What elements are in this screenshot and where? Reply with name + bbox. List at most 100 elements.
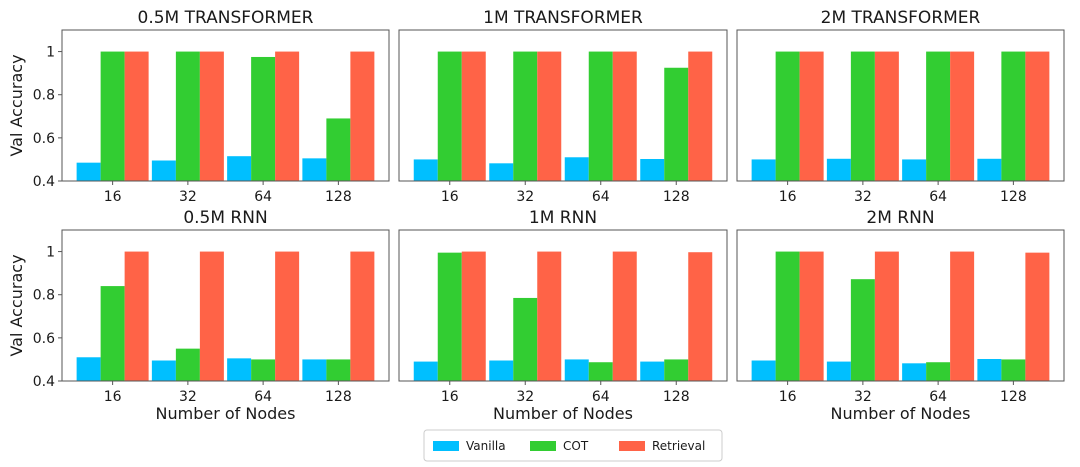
bar-cot-64 [926, 51, 951, 182]
bar-vanilla-128 [640, 158, 665, 181]
y-tick-label: 0.6 [33, 331, 55, 347]
bar-vanilla-64 [227, 156, 252, 181]
bar-vanilla-32 [826, 158, 851, 181]
bar-vanilla-32 [151, 360, 176, 381]
bar-retrieval-64 [275, 251, 300, 381]
bar-cot-128 [326, 118, 351, 181]
x-tick-label: 16 [441, 389, 459, 405]
x-tick-label: 32 [179, 189, 197, 205]
x-tick-label: 16 [779, 389, 797, 405]
bar-cot-128 [1001, 359, 1026, 381]
bar-retrieval-16 [461, 51, 486, 182]
bar-cot-128 [664, 359, 689, 381]
bar-vanilla-128 [302, 158, 327, 181]
bar-retrieval-32 [199, 51, 224, 182]
panel-frame [398, 229, 728, 382]
y-axis-label: Val Accuracy [7, 54, 26, 156]
x-tick-label: 128 [325, 389, 352, 405]
bar-cot-16 [775, 51, 800, 182]
bar-cot-32 [175, 348, 200, 381]
bar-vanilla-32 [826, 361, 851, 381]
x-tick-label: 128 [1000, 189, 1027, 205]
panel-4: 0.5M RNN 16 32 64 128 0.4 0.6 0.8 1 Val Accuracy N… [7, 208, 390, 423]
panel-frame [736, 229, 1065, 382]
bar-vanilla-16 [413, 361, 438, 381]
bar-retrieval-128 [350, 251, 375, 381]
bar-vanilla-64 [564, 359, 589, 381]
x-tick-label: 64 [592, 189, 610, 205]
legend-swatch-cot [530, 441, 556, 451]
bar-retrieval-128 [688, 51, 713, 182]
x-axis-label: Number of Nodes [156, 404, 296, 423]
bar-vanilla-64 [564, 157, 589, 181]
legend-label-cot: COT [563, 439, 589, 453]
panel-title: 0.5M TRANSFORMER [138, 8, 314, 28]
panel-1: 0.5M TRANSFORMER 16 32 64 128 0.4 0.6 0.8 1 Val A… [7, 8, 390, 205]
bar-retrieval-64 [275, 51, 300, 182]
y-tick-label: 1 [46, 45, 55, 61]
x-axis-label: Number of Nodes [831, 404, 971, 423]
bar-vanilla-64 [227, 358, 252, 381]
x-tick-label: 16 [104, 189, 122, 205]
x-tick-label: 64 [254, 189, 272, 205]
bar-cot-32 [175, 51, 200, 182]
bar-retrieval-16 [124, 51, 149, 182]
x-tick-label: 128 [663, 189, 690, 205]
bar-cot-64 [588, 51, 613, 182]
panels: 0.5M TRANSFORMER 16 32 64 128 0.4 0.6 0.8 1 Val A… [7, 8, 1065, 423]
bar-vanilla-32 [151, 160, 176, 181]
x-tick-label: 32 [179, 389, 197, 405]
panel-frame [736, 29, 1065, 182]
bar-cot-64 [588, 362, 613, 381]
x-tick-label: 32 [516, 389, 534, 405]
panel-3: 2M TRANSFORMER 16 32 64 128 [736, 8, 1065, 205]
bar-cot-32 [850, 279, 875, 381]
x-axis-label: Number of Nodes [493, 404, 633, 423]
bar-vanilla-128 [977, 158, 1002, 181]
panel-frame [398, 29, 728, 182]
bar-vanilla-16 [76, 162, 101, 181]
bar-vanilla-64 [902, 159, 927, 181]
bar-retrieval-128 [1025, 252, 1050, 381]
bar-cot-128 [664, 67, 689, 181]
y-tick-label: 1 [46, 245, 55, 261]
legend: Vanilla COT Retrieval [423, 429, 723, 462]
bar-cot-32 [850, 51, 875, 182]
bar-vanilla-32 [489, 360, 514, 381]
x-tick-label: 16 [779, 189, 797, 205]
x-tick-label: 16 [441, 189, 459, 205]
bar-vanilla-16 [751, 159, 776, 181]
x-tick-label: 32 [854, 389, 872, 405]
bar-retrieval-64 [612, 251, 637, 381]
bar-cot-16 [100, 286, 125, 381]
bar-cot-32 [513, 51, 538, 182]
bar-retrieval-64 [612, 51, 637, 182]
bar-cot-16 [437, 252, 462, 381]
bar-cot-128 [326, 359, 351, 381]
bar-vanilla-32 [489, 163, 514, 181]
x-tick-label: 64 [592, 389, 610, 405]
x-tick-label: 128 [663, 389, 690, 405]
legend-swatch-vanilla [433, 441, 459, 451]
x-tick-label: 16 [104, 389, 122, 405]
x-tick-label: 64 [254, 389, 272, 405]
x-tick-label: 128 [325, 189, 352, 205]
bar-retrieval-64 [950, 251, 975, 381]
legend-swatch-retrieval [619, 441, 645, 451]
panel-title: 2M RNN [866, 208, 934, 228]
bar-vanilla-128 [302, 359, 327, 381]
bar-retrieval-128 [1025, 51, 1050, 182]
y-axis-label: Val Accuracy [7, 254, 26, 356]
x-tick-label: 128 [1000, 389, 1027, 405]
bar-retrieval-16 [799, 51, 824, 182]
panel-title: 1M RNN [529, 208, 597, 228]
bar-cot-32 [513, 297, 538, 381]
bar-cot-16 [100, 51, 125, 182]
bar-cot-64 [251, 359, 276, 381]
bar-vanilla-128 [977, 358, 1002, 381]
bar-retrieval-32 [874, 51, 899, 182]
bar-retrieval-32 [537, 251, 562, 381]
panel-6: 2M RNN 16 32 64 128 Number of Nodes [736, 208, 1065, 423]
x-tick-label: 64 [929, 389, 947, 405]
